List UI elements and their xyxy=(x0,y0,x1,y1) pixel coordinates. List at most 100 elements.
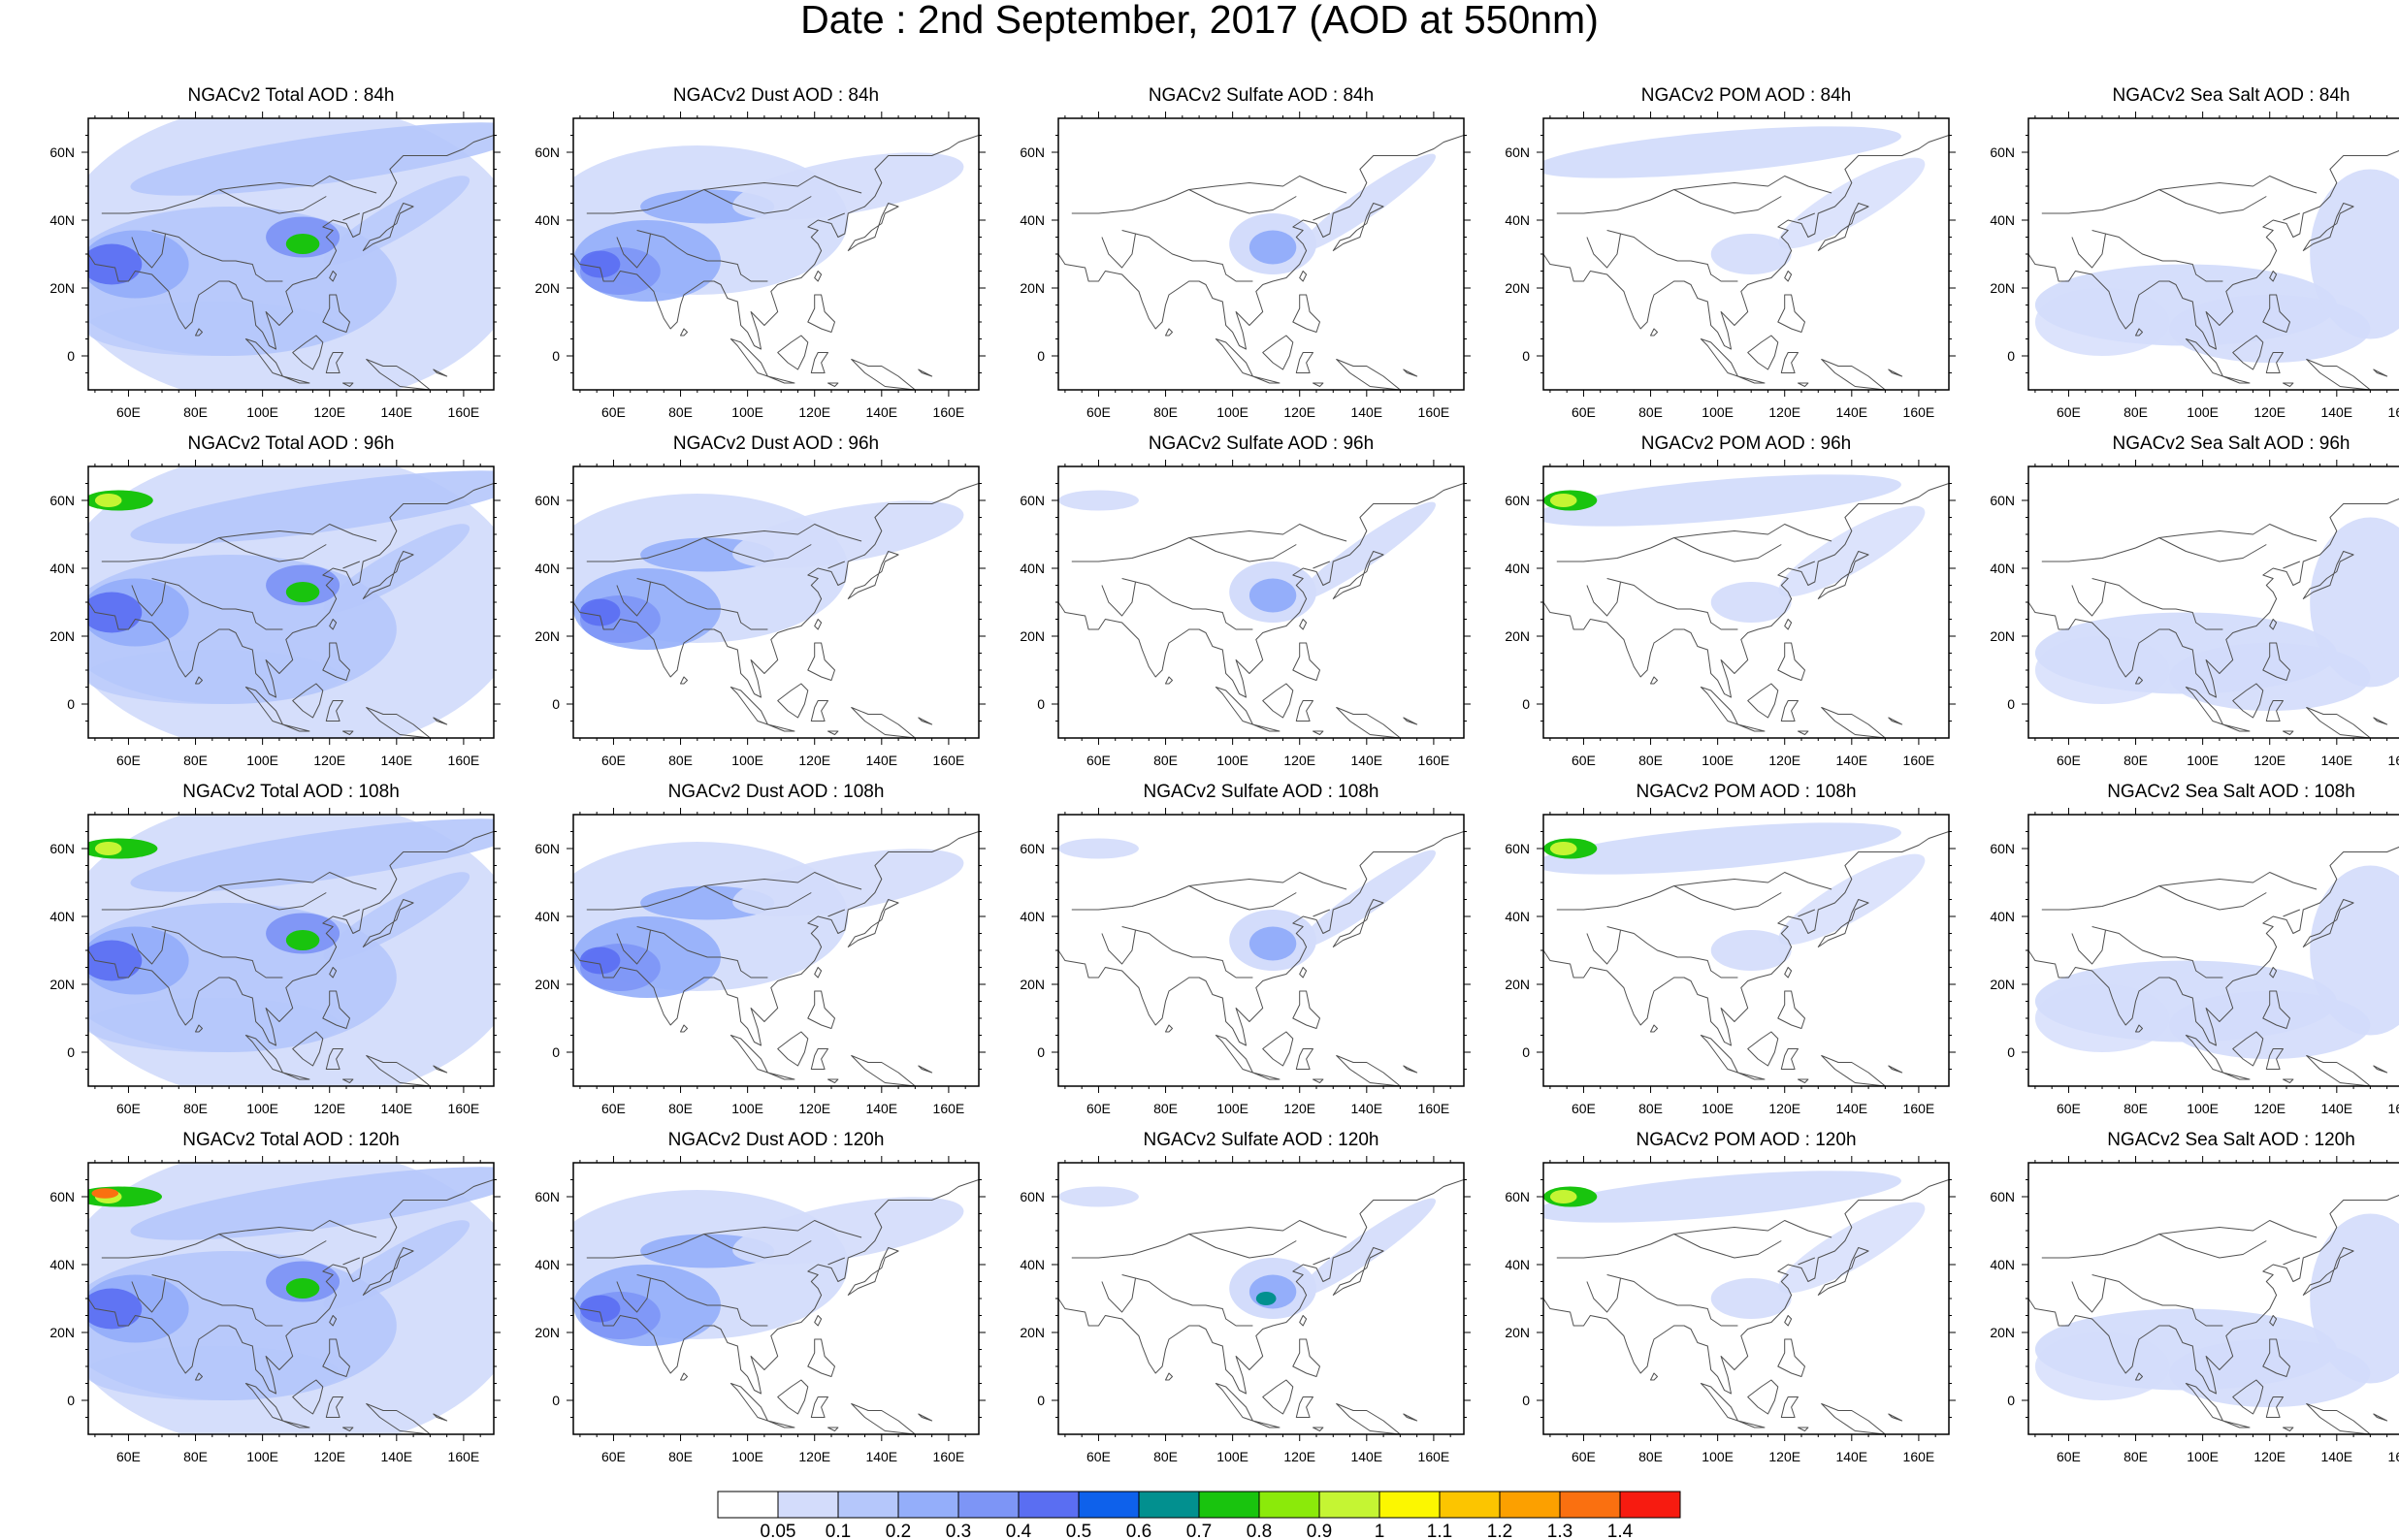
country-border xyxy=(1313,212,1330,221)
country-border xyxy=(616,581,651,617)
lon-tick-label: 80E xyxy=(1638,1449,1663,1464)
coastline xyxy=(362,551,414,599)
island-coastline xyxy=(1251,1420,1281,1428)
coastline xyxy=(573,1163,979,1395)
coastline xyxy=(362,203,414,251)
lon-tick-label: 140E xyxy=(1350,753,1382,768)
lon-tick-label: 120E xyxy=(2253,1449,2286,1464)
aod-plume xyxy=(1248,230,1297,265)
country-border xyxy=(586,872,862,911)
island-coastline xyxy=(827,1427,839,1431)
aod-plume xyxy=(1297,850,1437,949)
country-border xyxy=(2091,926,2223,979)
island-coastline xyxy=(2373,1413,2388,1422)
island-coastline xyxy=(2373,1065,2388,1074)
island-coastline xyxy=(1650,676,1658,685)
lat-tick-label: 60N xyxy=(1505,144,1530,160)
island-coastline xyxy=(851,1055,916,1086)
coastline xyxy=(573,466,979,698)
country-border xyxy=(2091,230,2223,282)
island-coastline xyxy=(2306,1055,2371,1086)
island-coastline xyxy=(766,1420,795,1428)
island-coastline xyxy=(1777,1338,1805,1377)
lat-tick-label: 20N xyxy=(1990,1325,2015,1340)
island-coastline xyxy=(1292,1338,1320,1377)
island-coastline xyxy=(814,967,823,979)
lon-tick-label: 160E xyxy=(1418,753,1450,768)
lon-tick-label: 80E xyxy=(1153,1101,1178,1116)
lon-tick-label: 60E xyxy=(2057,753,2081,768)
panel-title: NGACv2 Sulfate AOD : 84h xyxy=(1148,85,1375,106)
country-border xyxy=(1101,581,1136,617)
panel-title: NGACv2 Dust AOD : 108h xyxy=(667,782,885,802)
lon-tick-label: 80E xyxy=(668,404,693,420)
lon-tick-label: 60E xyxy=(116,1449,141,1464)
island-coastline xyxy=(766,375,795,384)
aod-plume xyxy=(1297,501,1437,601)
lon-tick-label: 160E xyxy=(2388,404,2399,420)
lon-tick-label: 80E xyxy=(668,1101,693,1116)
island-coastline xyxy=(1798,1078,1809,1083)
island-coastline xyxy=(1403,717,1418,725)
island-coastline xyxy=(281,375,310,384)
island-coastline xyxy=(1251,723,1281,732)
lon-tick-label: 80E xyxy=(668,1449,693,1464)
country-border xyxy=(1101,929,1136,965)
map-plot: 60E 80E 100E 120E 140E 160E 60N 40N 20N 0 xyxy=(1505,460,1956,768)
country-border xyxy=(1673,189,1782,214)
island-coastline xyxy=(1780,700,1799,722)
island-coastline xyxy=(1784,619,1793,630)
lon-tick-label: 100E xyxy=(1216,1449,1248,1464)
country-border xyxy=(827,1257,845,1266)
map-content xyxy=(88,1163,494,1434)
aod-plume xyxy=(285,582,320,602)
island-coastline xyxy=(2265,352,2284,373)
island-coastline xyxy=(1262,683,1294,719)
country-border xyxy=(2071,581,2106,617)
figure-title: Date : 2nd September, 2017 (AOD at 550nm… xyxy=(800,0,1599,42)
map-plot: 60E 80E 100E 120E 140E 160E 60N 40N 20N 0 xyxy=(1505,112,1956,420)
island-coastline xyxy=(1313,1427,1324,1431)
country-border xyxy=(586,176,862,214)
lat-tick-label: 60N xyxy=(1990,144,2015,160)
island-coastline xyxy=(292,683,324,719)
lon-tick-label: 140E xyxy=(1350,1449,1382,1464)
map-content xyxy=(573,466,979,738)
lon-tick-label: 140E xyxy=(1350,404,1382,420)
island-coastline xyxy=(807,1338,835,1377)
country-border xyxy=(1798,909,1815,917)
island-coastline xyxy=(2221,1420,2251,1428)
island-coastline xyxy=(827,730,839,735)
lon-tick-label: 160E xyxy=(1903,1101,1935,1116)
country-border xyxy=(218,1234,327,1259)
lon-tick-label: 100E xyxy=(1216,753,1248,768)
country-border xyxy=(1586,233,1621,269)
coastline xyxy=(847,203,899,251)
aod-plume xyxy=(88,302,340,356)
map-plot: 60E 80E 100E 120E 140E 160E 60N 40N 20N 0 xyxy=(1990,112,2399,420)
map-plot: 60E 80E 100E 120E 140E 160E 60N 40N 20N 0 xyxy=(535,112,986,420)
country-border xyxy=(2041,872,2318,911)
island-coastline xyxy=(1313,730,1324,735)
aod-plume xyxy=(285,234,320,254)
aod-plume xyxy=(323,524,470,613)
lat-tick-label: 60N xyxy=(535,144,560,160)
aod-plume xyxy=(1058,490,1139,511)
island-coastline xyxy=(2232,1031,2264,1067)
lat-tick-label: 0 xyxy=(552,1393,560,1408)
country-border xyxy=(616,1277,651,1313)
coastline xyxy=(2028,466,2399,698)
country-border xyxy=(1121,230,1253,282)
coastline xyxy=(847,1247,899,1296)
country-border xyxy=(101,176,377,214)
aod-plume xyxy=(732,500,964,568)
country-border xyxy=(218,189,327,214)
lon-tick-label: 80E xyxy=(183,1101,208,1116)
lon-tick-label: 140E xyxy=(380,1101,412,1116)
island-coastline xyxy=(1262,1379,1294,1415)
island-coastline xyxy=(1650,1024,1658,1033)
country-border xyxy=(2158,189,2267,214)
island-coastline xyxy=(325,700,343,722)
island-coastline xyxy=(1821,707,1886,738)
lat-tick-label: 0 xyxy=(552,696,560,712)
